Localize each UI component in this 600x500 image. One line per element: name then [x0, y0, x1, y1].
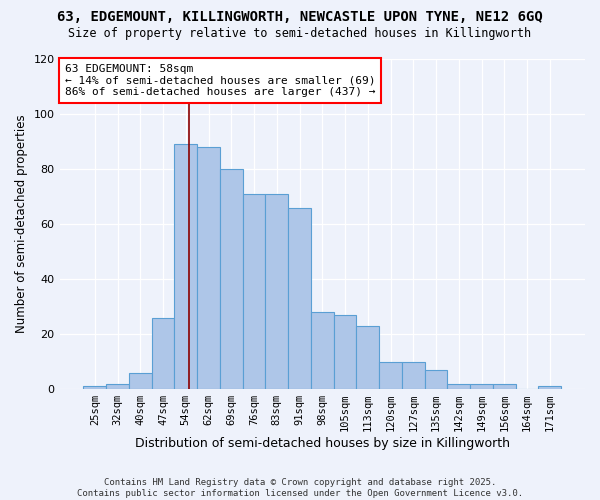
- Text: Size of property relative to semi-detached houses in Killingworth: Size of property relative to semi-detach…: [68, 28, 532, 40]
- Bar: [265, 194, 288, 389]
- Text: 63, EDGEMOUNT, KILLINGWORTH, NEWCASTLE UPON TYNE, NE12 6GQ: 63, EDGEMOUNT, KILLINGWORTH, NEWCASTLE U…: [57, 10, 543, 24]
- Bar: [402, 362, 425, 389]
- Bar: [83, 386, 106, 389]
- Bar: [152, 318, 175, 389]
- Text: 63 EDGEMOUNT: 58sqm
← 14% of semi-detached houses are smaller (69)
86% of semi-d: 63 EDGEMOUNT: 58sqm ← 14% of semi-detach…: [65, 64, 375, 97]
- Bar: [448, 384, 470, 389]
- X-axis label: Distribution of semi-detached houses by size in Killingworth: Distribution of semi-detached houses by …: [135, 437, 510, 450]
- Bar: [197, 147, 220, 389]
- Text: Contains HM Land Registry data © Crown copyright and database right 2025.
Contai: Contains HM Land Registry data © Crown c…: [77, 478, 523, 498]
- Bar: [493, 384, 515, 389]
- Bar: [425, 370, 448, 389]
- Bar: [311, 312, 334, 389]
- Bar: [129, 372, 152, 389]
- Bar: [242, 194, 265, 389]
- Bar: [106, 384, 129, 389]
- Bar: [470, 384, 493, 389]
- Y-axis label: Number of semi-detached properties: Number of semi-detached properties: [15, 114, 28, 334]
- Bar: [220, 169, 242, 389]
- Bar: [334, 315, 356, 389]
- Bar: [288, 208, 311, 389]
- Bar: [538, 386, 561, 389]
- Bar: [356, 326, 379, 389]
- Bar: [175, 144, 197, 389]
- Bar: [379, 362, 402, 389]
